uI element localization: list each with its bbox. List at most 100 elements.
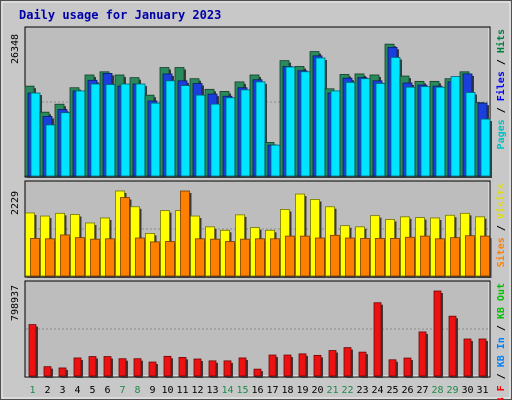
bar-sites bbox=[300, 235, 312, 278]
panel-legend: Pages / Files / Hits bbox=[495, 29, 507, 149]
bar-sites bbox=[330, 234, 342, 278]
bar-sites bbox=[405, 236, 417, 278]
bar-sites bbox=[195, 238, 207, 278]
bar-kb-f bbox=[313, 354, 323, 378]
bar-kb-f bbox=[73, 357, 83, 378]
legend-item: Pages bbox=[496, 119, 507, 149]
bar-sites bbox=[90, 238, 102, 278]
x-tick-label: 22 bbox=[341, 385, 353, 396]
chart-title: Daily usage for January 2023 bbox=[19, 8, 221, 22]
bar-sites bbox=[390, 238, 402, 278]
bar-sites bbox=[240, 238, 252, 278]
y-max-label: 2229 bbox=[10, 191, 21, 215]
legend-item: Hits bbox=[495, 29, 507, 53]
bar-kb-f bbox=[238, 357, 248, 378]
bar-kb-f bbox=[433, 290, 443, 378]
bar-sites bbox=[345, 237, 357, 278]
x-tick-label: 30 bbox=[461, 385, 473, 396]
x-tick-label: 11 bbox=[176, 385, 188, 396]
bar-sites bbox=[270, 238, 282, 278]
legend-item: KB F bbox=[496, 385, 507, 400]
panel-visits-sites: 2229 Sites / Visits bbox=[10, 180, 507, 278]
x-tick-label: 13 bbox=[206, 385, 218, 396]
y-max-label: 26348 bbox=[10, 34, 21, 64]
x-tick-label: 4 bbox=[74, 385, 80, 396]
bar-kb-f bbox=[193, 358, 203, 378]
bar-kb-f bbox=[253, 368, 263, 378]
bar-sites bbox=[135, 237, 147, 278]
bar-kb-f bbox=[298, 353, 308, 378]
x-tick-label: 20 bbox=[311, 385, 323, 396]
bar-sites bbox=[45, 238, 57, 278]
bar-sites bbox=[165, 241, 177, 278]
bar-sites bbox=[420, 235, 432, 278]
bar-kb-f bbox=[328, 350, 338, 378]
bar-sites bbox=[285, 235, 297, 278]
bar-sites bbox=[75, 237, 87, 278]
bar-sites bbox=[255, 238, 267, 278]
bar-kb-f bbox=[208, 360, 218, 378]
bar-sites bbox=[60, 234, 72, 278]
bar-pages bbox=[480, 118, 492, 178]
x-tick-label: 6 bbox=[104, 385, 110, 396]
bar-kb-f bbox=[283, 354, 293, 378]
bar-sites bbox=[450, 237, 462, 278]
x-tick-label: 23 bbox=[356, 385, 368, 396]
bar-sites bbox=[150, 241, 162, 278]
bar-sites bbox=[435, 238, 447, 278]
x-tick-label: 8 bbox=[134, 385, 140, 396]
bar-kb-f bbox=[223, 360, 233, 378]
bar-kb-f bbox=[58, 367, 68, 378]
bar-sites bbox=[105, 238, 117, 278]
x-tick-label: 28 bbox=[431, 385, 443, 396]
x-tick-label: 15 bbox=[236, 385, 248, 396]
bar-sites bbox=[480, 235, 492, 278]
bar-kb-f bbox=[463, 338, 473, 378]
x-tick-label: 1 bbox=[29, 385, 35, 396]
bar-kb-f bbox=[343, 347, 353, 378]
x-tick-label: 29 bbox=[446, 385, 458, 396]
bar-kb-f bbox=[268, 354, 278, 378]
panel-kbytes: 798937 KB F / KB In / KB Out bbox=[10, 280, 507, 400]
bar-kb-f bbox=[28, 324, 38, 378]
bar-kb-f bbox=[358, 351, 368, 378]
bar-kb-f bbox=[133, 358, 143, 378]
x-tick-label: 18 bbox=[281, 385, 293, 396]
x-tick-label: 9 bbox=[149, 385, 155, 396]
bar-sites bbox=[465, 235, 477, 278]
bar-sites bbox=[120, 197, 132, 278]
bar-kb-f bbox=[403, 357, 413, 378]
bar-sites bbox=[225, 241, 237, 278]
panel-legend: Sites / Visits bbox=[495, 183, 507, 267]
bar-kb-f bbox=[448, 315, 458, 378]
bar-kb-f bbox=[178, 357, 188, 378]
legend-item: Sites bbox=[495, 237, 507, 267]
x-tick-label: 17 bbox=[266, 385, 278, 396]
bar-sites bbox=[180, 190, 192, 278]
bar-sites bbox=[315, 237, 327, 278]
x-tick-label: 21 bbox=[326, 385, 338, 396]
legend-item: Files bbox=[495, 71, 507, 101]
bar-sites bbox=[30, 238, 42, 278]
bar-kb-f bbox=[163, 355, 173, 378]
y-max-label: 798937 bbox=[10, 285, 21, 321]
bar-pages bbox=[255, 81, 267, 178]
x-tick-label: 14 bbox=[221, 385, 233, 396]
x-tick-label: 3 bbox=[59, 385, 65, 396]
bar-kb-f bbox=[373, 302, 383, 378]
bar-kb-f bbox=[388, 359, 398, 378]
x-tick-label: 24 bbox=[371, 385, 383, 396]
legend-item: KB Out bbox=[496, 283, 507, 319]
x-tick-label: 5 bbox=[89, 385, 95, 396]
bar-kb-f bbox=[43, 366, 53, 378]
bar-kb-f bbox=[118, 358, 128, 378]
x-tick-label: 2 bbox=[44, 385, 50, 396]
x-axis-labels: 1 2 3 4 5 6 7 8 9 10 11 12 13 14 15 16 17 18 19 20 21 22 23 24 2… bbox=[29, 385, 488, 396]
bar-kb-f bbox=[88, 356, 98, 378]
x-tick-label: 19 bbox=[296, 385, 308, 396]
panel-hits-files-pages: 26348 Pages / Files / Hits bbox=[10, 26, 507, 179]
bar-sites bbox=[375, 238, 387, 278]
bar-kb-f bbox=[418, 331, 428, 378]
